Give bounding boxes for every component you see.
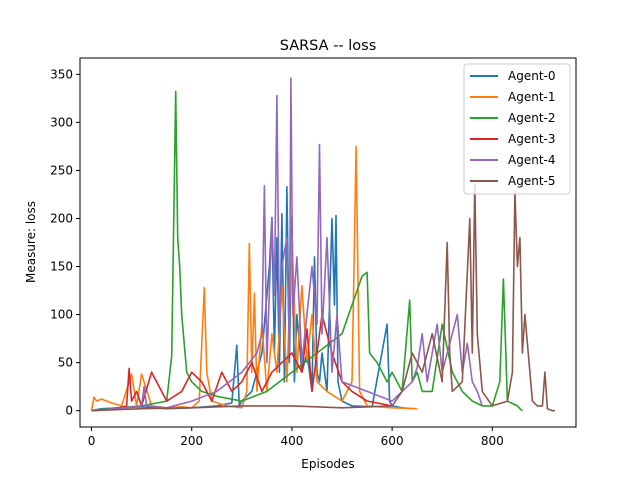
series-line-agent-0 [91, 186, 413, 412]
series-line-agent-2 [91, 90, 523, 412]
x-tick-label: 600 [381, 434, 404, 448]
y-tick-label: 300 [50, 115, 73, 129]
plot-frame [79, 57, 577, 428]
series-line-agent-1 [90, 145, 418, 411]
x-tick-label: 200 [180, 434, 203, 448]
y-tick-label: 150 [50, 260, 73, 274]
x-axis: 0 200 400 600 800 [88, 427, 504, 448]
legend-label-agent-0: Agent-0 [508, 69, 555, 83]
series-line-agent-4 [91, 77, 484, 412]
x-tick-label: 800 [481, 434, 504, 448]
y-tick-label: 200 [50, 211, 73, 225]
y-tick-label: 0 [65, 404, 73, 418]
chart-title: SARSA -- loss [280, 38, 377, 54]
x-tick-label: 400 [280, 434, 303, 448]
y-tick-label: 100 [50, 308, 73, 322]
legend-label-agent-1: Agent-1 [508, 90, 555, 104]
x-axis-label: Episodes [301, 457, 354, 471]
series-line-agent-3 [91, 313, 393, 412]
legend-label-agent-5: Agent-5 [508, 174, 555, 188]
legend-label-agent-3: Agent-3 [508, 132, 555, 146]
y-tick-label: 250 [50, 163, 73, 177]
y-tick-label: 350 [50, 67, 73, 81]
legend-label-agent-2: Agent-2 [508, 111, 555, 125]
legend: Agent-0 Agent-1 Agent-2 Agent-3 Agent-4 Agent… [463, 63, 571, 195]
legend-label-agent-4: Agent-4 [508, 153, 555, 167]
y-tick-label: 50 [58, 356, 73, 370]
x-tick-label: 0 [88, 434, 96, 448]
y-axis: 0 50 100 150 200 250 300 350 [50, 67, 80, 418]
y-axis-label: Measure: loss [24, 201, 38, 283]
